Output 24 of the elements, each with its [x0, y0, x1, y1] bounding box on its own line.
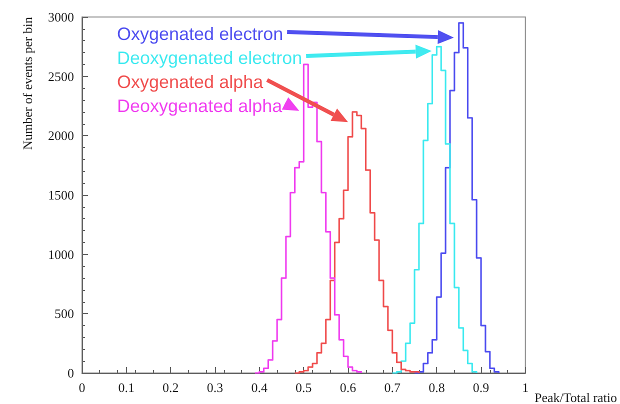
text: Oxygenated alpha: [117, 72, 264, 92]
x-tick-label: 0.9: [472, 380, 490, 395]
y-tick-label: 2500: [48, 68, 74, 84]
y-axis-title: Number of events per bin: [20, 16, 35, 150]
text: Deoxygenated electron: [117, 48, 302, 68]
x-tick-label: 0.8: [428, 380, 445, 395]
legend-label: Deoxygenated alpha: [117, 96, 284, 116]
x-tick-label: 0.5: [296, 380, 312, 395]
x-tick-label: 0.7: [384, 380, 401, 395]
y-tick-label: 1000: [48, 246, 74, 262]
x-tick-label: 0.6: [340, 380, 357, 395]
text: Oxygenated electron: [117, 24, 284, 44]
y-tick-label: 3000: [48, 10, 74, 24]
x-tick-label: 1: [522, 380, 529, 395]
y-tick-label: 2000: [48, 128, 74, 144]
x-tick-label: 0.2: [162, 380, 179, 395]
y-tick-label: 1500: [48, 188, 74, 202]
x-tick-label: 0.1: [118, 380, 134, 395]
x-tick-label: 0.4: [251, 380, 268, 395]
x-axis-title: Peak/Total ratio: [534, 390, 617, 404]
y-tick-label: 500: [54, 306, 74, 322]
y-tick-label: 0: [68, 366, 74, 380]
x-tick-label: 0: [78, 380, 86, 395]
x-tick-label: 0.3: [206, 380, 224, 395]
